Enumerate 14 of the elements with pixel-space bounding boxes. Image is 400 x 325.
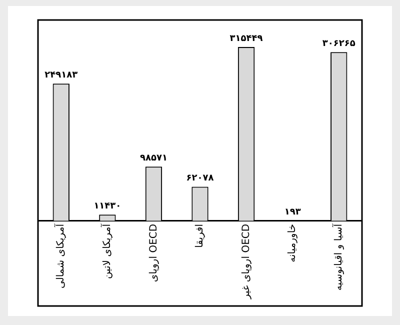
data-label: ۳۱۵۴۴۹	[230, 34, 264, 44]
data-label: ۶۲۰۷۸	[186, 174, 214, 184]
x-tick-label: اروپای غیر OECD	[240, 224, 252, 300]
data-label: ۱۹۳	[284, 208, 302, 218]
data-label: ۹۸۵۷۱	[140, 153, 168, 164]
data-label: ۱۱۴۳۰	[94, 201, 122, 212]
x-tick-label: افریقا	[194, 224, 206, 248]
data-label: ۳۰۶۲۶۵	[322, 38, 356, 49]
x-tick-label: آمریکای شمالی	[54, 222, 67, 289]
x-tick-label: اروپای OECD	[148, 224, 160, 282]
data-label: ۲۴۹۱۸۳	[44, 70, 78, 80]
x-tick-label: آمریکای لاتین	[100, 222, 114, 280]
x-tick-label: آسیا و اقیانوسیه	[331, 222, 344, 291]
x-tick-label: خاورمیانه	[287, 224, 298, 262]
